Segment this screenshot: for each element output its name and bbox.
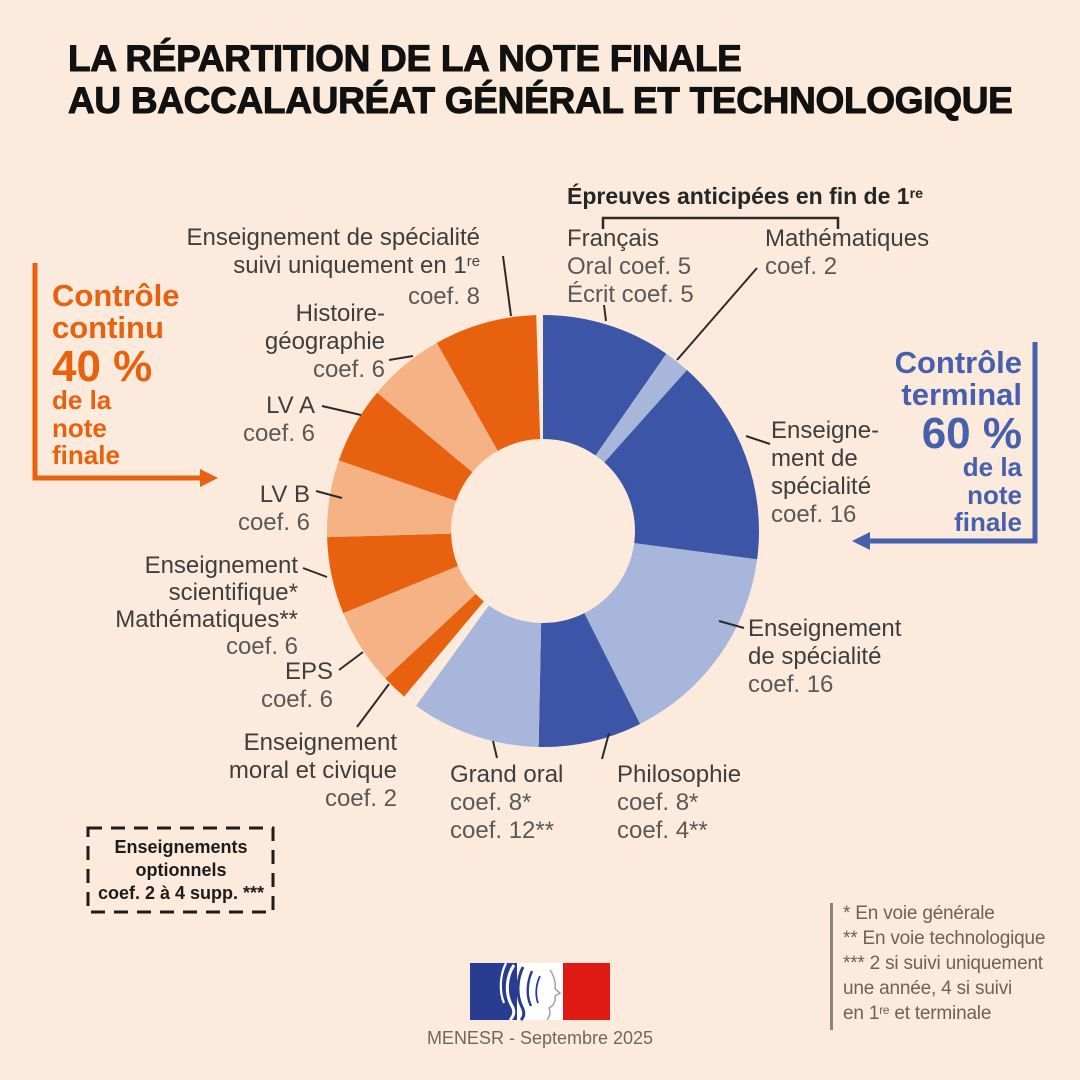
segment-terminal-1: [595, 353, 687, 463]
optional-box-border: [86, 826, 275, 914]
epreuves-bracket: [601, 216, 840, 229]
leader-grand-oral: [492, 740, 498, 759]
leader-lines: [302, 255, 771, 760]
label-spe1re: Enseignement de spécialité suivi uniquem…: [186, 224, 480, 310]
epreuves-header: Épreuves anticipées en fin de 1re: [567, 183, 924, 209]
footnotes: * En voie générale ** En voie technologi…: [843, 903, 1046, 1024]
segment-terminal-2: [604, 369, 760, 560]
leader-philosophie: [601, 732, 610, 760]
footer-caption: MENESR - Septembre 2025: [426, 1028, 654, 1048]
segment-continu-6: [436, 315, 541, 451]
leader-mathematiques: [676, 267, 758, 361]
segment-continu-0: [385, 593, 484, 697]
segment-terminal-3: [584, 543, 758, 724]
terminal-percentage: 60 %: [921, 409, 1022, 458]
label-eps: EPS coef. 6: [260, 658, 333, 713]
label-emc: Enseignement moral et civique coef. 2: [228, 729, 397, 812]
leader-enssci: [302, 567, 328, 578]
label-philosophie: Philosophie coef. 8* coef. 4**: [617, 761, 742, 844]
leader-histgeo: [388, 355, 414, 361]
segment-continu-3: [327, 460, 457, 538]
segment-continu-5: [377, 342, 498, 473]
segment-terminal-5: [416, 605, 542, 747]
segment-continu-2: [327, 533, 458, 614]
label-enssci: Enseignement scientifique* Mathématiques…: [115, 552, 298, 660]
leader-spe1re: [502, 255, 512, 317]
label-francais: Français Oral coef. 5 Écrit coef. 5: [567, 225, 694, 308]
label-mathematiques: Mathématiques coef. 2: [765, 225, 930, 280]
label-lvb: LV B coef. 6: [237, 481, 310, 536]
notes-divider: [830, 903, 833, 1030]
leader-emc: [356, 683, 390, 728]
terminal-bracket: [852, 342, 1038, 550]
gov-logo: [470, 962, 610, 1022]
continu-bracket: [32, 263, 218, 487]
label-spe-terminal-light: Enseignement de spécialité coef. 16: [748, 615, 902, 698]
marianne-hair-blue2: [526, 970, 534, 1007]
segment-terminal-0: [543, 315, 667, 456]
label-lva: LV A coef. 6: [242, 392, 315, 447]
logo-red-panel: [563, 963, 610, 1020]
leader-spe-terminal-light: [718, 620, 745, 629]
title-line1: LA RÉPARTITION DE LA NOTE FINALE: [68, 38, 743, 80]
terminal-callout: Contrôle terminal 60 % de la note finale: [894, 345, 1022, 537]
leader-francais: [603, 304, 607, 322]
label-histgeo: Histoire- géographie coef. 6: [264, 300, 385, 383]
donut-chart: [327, 315, 760, 748]
label-grand-oral: Grand oral coef. 8* coef. 12**: [450, 761, 564, 844]
marianne-profile: [546, 969, 562, 1021]
marianne-hair-white1: [505, 964, 516, 1022]
page-title: LA RÉPARTITION DE LA NOTE FINALE AU BACC…: [68, 38, 1014, 122]
segment-continu-4: [338, 392, 473, 501]
leader-lvb: [315, 490, 343, 499]
segment-terminal-4: [538, 613, 641, 748]
title-line2: AU BACCALAURÉAT GÉNÉRAL ET TECHNOLOGIQUE: [68, 80, 1014, 122]
optional-box: Enseignements optionnels coef. 2 à 4 sup…: [97, 837, 265, 903]
marianne-hair-blue3: [535, 975, 541, 1004]
leader-spe-terminal-dark: [745, 435, 771, 445]
leader-lva: [321, 405, 362, 416]
marianne-hair-white2: [499, 962, 507, 1004]
continu-percentage: 40 %: [52, 342, 153, 391]
leader-eps: [338, 651, 364, 671]
continu-callout: Contrôle continu 40 % de la note finale: [52, 278, 180, 470]
label-spe-terminal-dark: Enseigne- ment de spécialité coef. 16: [771, 417, 880, 528]
segment-continu-1: [343, 566, 476, 679]
marianne-hair-blue1: [516, 966, 526, 1022]
